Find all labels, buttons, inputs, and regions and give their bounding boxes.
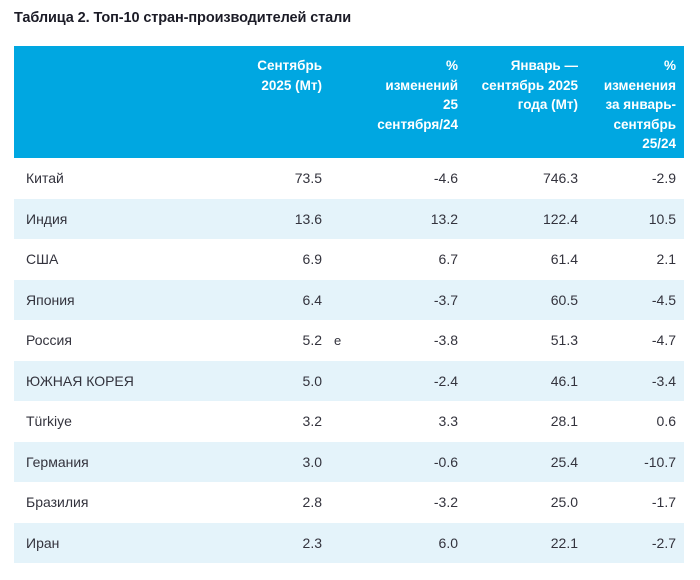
pct-september-cell: 6.7 [346, 239, 458, 280]
country-cell: Россия [14, 320, 204, 361]
pct-jan-sep-cell: 0.6 [578, 401, 684, 442]
jan-sep-2025-cell: 60.5 [458, 279, 578, 320]
country-cell: Иран [14, 522, 204, 563]
jan-sep-2025-cell: 746.3 [458, 158, 578, 199]
header-note [322, 46, 346, 158]
pct-september-cell: -3.7 [346, 279, 458, 320]
pct-september-cell: -3.8 [346, 320, 458, 361]
table-row: Германия 3.0 -0.6 25.4 -10.7 [14, 441, 684, 482]
pct-september-cell: -4.6 [346, 158, 458, 199]
jan-sep-2025-cell: 25.4 [458, 441, 578, 482]
table-row: США 6.9 6.7 61.4 2.1 [14, 239, 684, 280]
table-row: Бразилия 2.8 -3.2 25.0 -1.7 [14, 482, 684, 523]
sep-2025-cell: 2.3 [204, 522, 322, 563]
country-cell: Япония [14, 279, 204, 320]
table-row: Россия 5.2 е -3.8 51.3 -4.7 [14, 320, 684, 361]
pct-september-cell: -2.4 [346, 360, 458, 401]
pct-jan-sep-cell: -4.7 [578, 320, 684, 361]
estimate-note-cell [322, 522, 346, 563]
country-cell: Германия [14, 441, 204, 482]
pct-september-cell: 3.3 [346, 401, 458, 442]
estimate-note-cell [322, 482, 346, 523]
pct-september-cell: -3.2 [346, 482, 458, 523]
estimate-note-cell [322, 401, 346, 442]
pct-jan-sep-cell: -10.7 [578, 441, 684, 482]
header-country [14, 46, 204, 158]
jan-sep-2025-cell: 25.0 [458, 482, 578, 523]
jan-sep-2025-cell: 46.1 [458, 360, 578, 401]
table-row: Türkiye 3.2 3.3 28.1 0.6 [14, 401, 684, 442]
table-header-row: Сентябрь 2025 (Мт) % изменений 25 сентяб… [14, 46, 684, 158]
country-cell: Türkiye [14, 401, 204, 442]
pct-jan-sep-cell: -3.4 [578, 360, 684, 401]
estimate-note-cell [322, 158, 346, 199]
pct-september-cell: -0.6 [346, 441, 458, 482]
estimate-note-cell: е [322, 320, 346, 361]
sep-2025-cell: 5.0 [204, 360, 322, 401]
country-cell: США [14, 239, 204, 280]
sep-2025-cell: 6.9 [204, 239, 322, 280]
pct-jan-sep-cell: 2.1 [578, 239, 684, 280]
table-row: Индия 13.6 13.2 122.4 10.5 [14, 198, 684, 239]
estimate-note-cell [322, 198, 346, 239]
pct-jan-sep-cell: -2.7 [578, 522, 684, 563]
jan-sep-2025-cell: 28.1 [458, 401, 578, 442]
estimate-note-cell [322, 441, 346, 482]
pct-jan-sep-cell: -1.7 [578, 482, 684, 523]
header-pct-jan-sep: % изменения за январь- сентябрь 25/24 [578, 46, 684, 158]
estimate-note-cell [322, 239, 346, 280]
sep-2025-cell: 5.2 [204, 320, 322, 361]
sep-2025-cell: 6.4 [204, 279, 322, 320]
table-row: Япония 6.4 -3.7 60.5 -4.5 [14, 279, 684, 320]
pct-september-cell: 6.0 [346, 522, 458, 563]
country-cell: Бразилия [14, 482, 204, 523]
steel-producers-table: Сентябрь 2025 (Мт) % изменений 25 сентяб… [14, 46, 684, 563]
table-body: Китай 73.5 -4.6 746.3 -2.9 Индия 13.6 13… [14, 158, 684, 563]
sep-2025-cell: 13.6 [204, 198, 322, 239]
sep-2025-cell: 73.5 [204, 158, 322, 199]
sep-2025-cell: 3.2 [204, 401, 322, 442]
estimate-note-cell [322, 279, 346, 320]
pct-jan-sep-cell: -2.9 [578, 158, 684, 199]
sep-2025-cell: 3.0 [204, 441, 322, 482]
jan-sep-2025-cell: 51.3 [458, 320, 578, 361]
jan-sep-2025-cell: 22.1 [458, 522, 578, 563]
table-row: Китай 73.5 -4.6 746.3 -2.9 [14, 158, 684, 199]
country-cell: Индия [14, 198, 204, 239]
jan-sep-2025-cell: 61.4 [458, 239, 578, 280]
header-jan-sep-2025: Январь — сентябрь 2025 года (Мт) [458, 46, 578, 158]
jan-sep-2025-cell: 122.4 [458, 198, 578, 239]
sep-2025-cell: 2.8 [204, 482, 322, 523]
header-pct-september: % изменений 25 сентября/24 [346, 46, 458, 158]
header-sep-2025: Сентябрь 2025 (Мт) [204, 46, 322, 158]
estimate-note-cell [322, 360, 346, 401]
table-title: Таблица 2. Топ-10 стран-производителей с… [14, 10, 352, 26]
table-row: ЮЖНАЯ КОРЕЯ 5.0 -2.4 46.1 -3.4 [14, 360, 684, 401]
pct-september-cell: 13.2 [346, 198, 458, 239]
article-table-section: Таблица 2. Топ-10 стран-производителей с… [14, 10, 684, 563]
country-cell: Китай [14, 158, 204, 199]
pct-jan-sep-cell: -4.5 [578, 279, 684, 320]
pct-jan-sep-cell: 10.5 [578, 198, 684, 239]
table-row: Иран 2.3 6.0 22.1 -2.7 [14, 522, 684, 563]
country-cell: ЮЖНАЯ КОРЕЯ [14, 360, 204, 401]
